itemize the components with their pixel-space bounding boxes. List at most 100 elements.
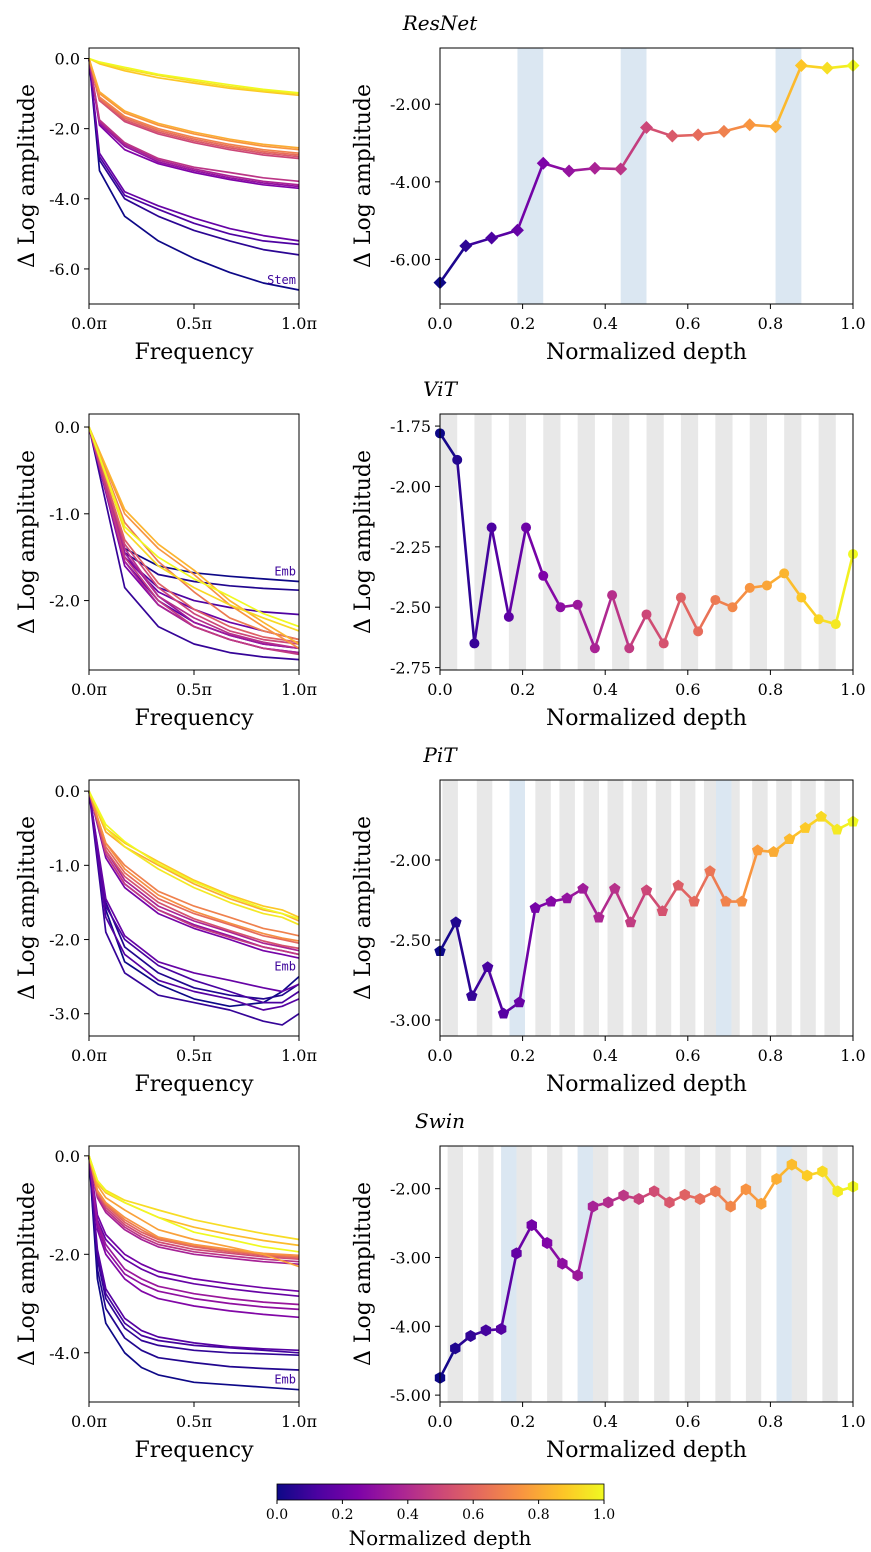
x-tick-label: 1.0 xyxy=(840,680,865,699)
data-point xyxy=(557,1257,568,1270)
data-point xyxy=(589,643,600,654)
x-tick-label: 1.0 xyxy=(840,1046,865,1065)
gray-band xyxy=(577,414,595,670)
x-tick-label: 0.2 xyxy=(510,314,535,333)
data-point xyxy=(541,1237,553,1250)
x-tick-label: 0.5π xyxy=(176,1046,212,1065)
spectrum-line xyxy=(88,790,300,1026)
x-tick-label: 0.5π xyxy=(176,1412,212,1431)
gray-band xyxy=(516,1146,532,1402)
frequency-panel: Emb 0.0 -1.0 -2.0 0.0π 0.5π 1.0π Frequency Δ Log… xyxy=(15,413,317,731)
spectrum-line xyxy=(88,426,300,644)
data-point xyxy=(658,638,669,649)
spectrum-line xyxy=(88,1155,300,1261)
spectrum-line xyxy=(88,58,300,291)
y-axis-label: Δ Log amplitude xyxy=(351,450,376,634)
y-axis-label: Δ Log amplitude xyxy=(351,816,376,1000)
data-point xyxy=(769,120,783,134)
data-point xyxy=(521,522,532,533)
data-point xyxy=(633,1192,645,1205)
gray-band xyxy=(776,780,792,1036)
gray-band xyxy=(478,1146,494,1402)
spectrum-line xyxy=(88,1155,300,1371)
depth-line-segment xyxy=(645,613,666,645)
data-point xyxy=(555,602,566,613)
x-tick-label: 1.0π xyxy=(281,680,317,699)
data-point xyxy=(786,1158,798,1171)
chart-title: ViT xyxy=(423,377,458,401)
gray-band xyxy=(646,414,664,670)
y-tick-label: -2.50 xyxy=(390,598,431,617)
y-tick-label: -6.0 xyxy=(49,260,80,279)
spectrum-line xyxy=(88,1155,300,1298)
x-axis-label: Frequency xyxy=(135,706,255,731)
data-point xyxy=(577,882,589,894)
blue-band xyxy=(501,1146,517,1402)
x-tick-label: 0.8 xyxy=(758,1412,783,1431)
x-tick-label: 0.8 xyxy=(758,680,783,699)
y-tick-label: -3.0 xyxy=(49,1005,80,1024)
gray-band xyxy=(715,1146,731,1402)
spectrum-line xyxy=(88,57,300,94)
spectrum-line xyxy=(88,426,300,650)
x-axis-label: Normalized depth xyxy=(546,1438,747,1463)
spectrum-line xyxy=(88,58,300,149)
spectrum-line xyxy=(88,790,300,942)
data-point xyxy=(799,822,812,833)
data-point xyxy=(710,1185,721,1198)
axes-frame xyxy=(439,1145,854,1403)
depth-line-segment xyxy=(662,596,683,645)
spectrum-line xyxy=(88,790,300,919)
data-point xyxy=(783,833,796,845)
spectrum-line xyxy=(88,1155,300,1293)
data-point xyxy=(609,882,621,894)
y-tick-label: -1.75 xyxy=(390,417,431,436)
data-point xyxy=(486,522,497,533)
spectrum-line xyxy=(88,1155,300,1354)
y-tick-label: -3.00 xyxy=(390,1011,431,1030)
colorbar-label: Normalized depth xyxy=(349,1526,532,1550)
data-point xyxy=(465,1329,476,1342)
y-tick-label: -2.0 xyxy=(49,120,80,139)
data-point xyxy=(481,961,494,973)
depth-line-segment xyxy=(576,1205,595,1277)
gray-band xyxy=(818,414,836,670)
y-tick-label: -5.00 xyxy=(390,1386,431,1405)
spectrum-line xyxy=(88,790,300,950)
y-tick-label: -2.0 xyxy=(49,592,80,611)
gray-band xyxy=(442,780,458,1036)
chart-row: ResNet Stem 0.0 -2.0 -4.0 -6.0 0.0π 0.5π 1.0π Fre… xyxy=(15,11,866,365)
data-point xyxy=(704,865,716,877)
data-point xyxy=(830,619,841,630)
spectrum-line xyxy=(88,1155,300,1266)
depth-line-segment xyxy=(834,552,855,626)
y-axis-label: Δ Log amplitude xyxy=(351,84,376,268)
colorbar-tick-label: 0.0 xyxy=(266,1507,288,1523)
x-tick-label: 0.6 xyxy=(675,1046,700,1065)
chart-title: ResNet xyxy=(402,11,478,35)
spectrum-line xyxy=(88,58,300,158)
colorbar-tick-label: 1.0 xyxy=(593,1507,615,1523)
x-tick-label: 0.0 xyxy=(427,1046,452,1065)
chart-title: Swin xyxy=(415,1109,465,1133)
data-point xyxy=(779,568,790,579)
x-tick-label: 0.8 xyxy=(758,314,783,333)
data-point xyxy=(618,1189,629,1202)
data-point xyxy=(691,128,705,142)
y-tick-label: -2.00 xyxy=(390,477,431,496)
data-point xyxy=(813,614,824,625)
data-point xyxy=(664,1196,675,1209)
y-axis-label: Δ Log amplitude xyxy=(15,84,40,268)
colorbar-tick-label: 0.2 xyxy=(331,1507,353,1523)
spectrum-line xyxy=(88,58,300,186)
depth-line-segment xyxy=(490,526,511,619)
x-tick-label: 0.0π xyxy=(71,680,107,699)
x-axis-label: Frequency xyxy=(135,340,255,365)
data-point xyxy=(466,990,478,1001)
depth-line-segment xyxy=(692,869,712,903)
data-point xyxy=(603,1196,614,1209)
data-point xyxy=(801,1169,813,1182)
data-point xyxy=(641,609,652,620)
data-point xyxy=(832,1185,843,1198)
data-point xyxy=(756,1197,767,1210)
